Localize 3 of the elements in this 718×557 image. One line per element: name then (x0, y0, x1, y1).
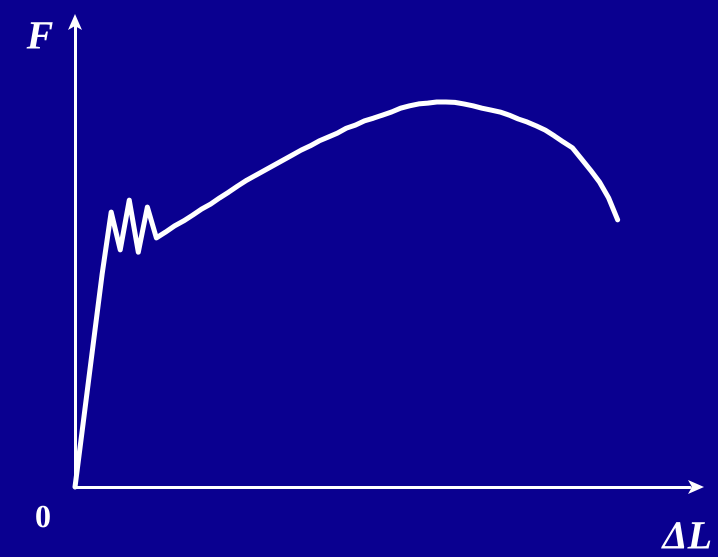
x-axis-title: ΔL (660, 512, 712, 557)
text: 0 (35, 498, 51, 534)
y-axis-title: F (26, 12, 54, 58)
